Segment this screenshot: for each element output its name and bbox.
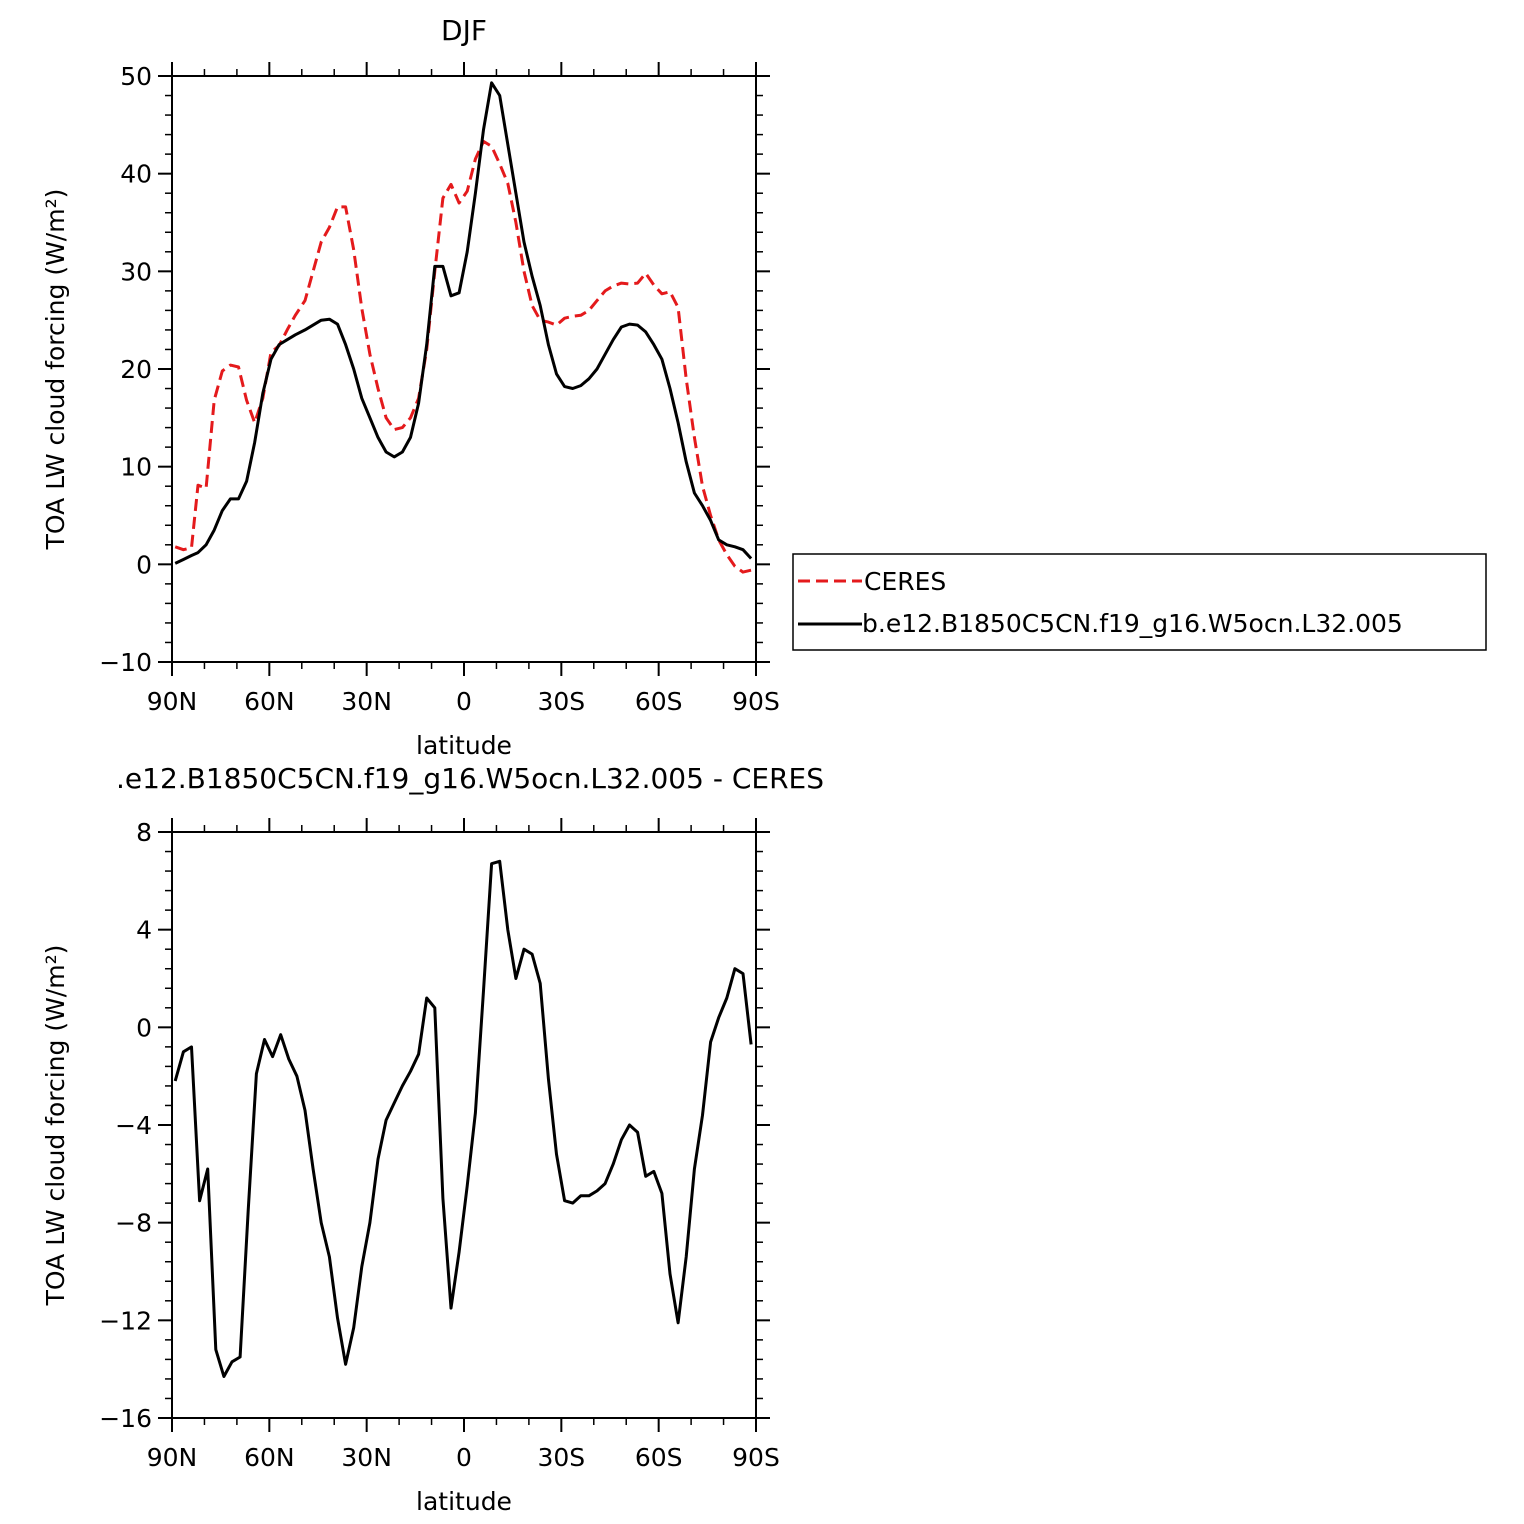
x-tick-label: 0 bbox=[456, 1443, 472, 1472]
series-line-0 bbox=[174, 139, 752, 574]
y-tick-label: 0 bbox=[136, 550, 152, 579]
x-tick-label: 30N bbox=[341, 687, 392, 716]
y-axis-label: TOA LW cloud forcing (W/m²) bbox=[41, 189, 70, 551]
y-tick-label: −16 bbox=[99, 1404, 152, 1433]
x-axis-ticks: 90N 60N 30N 0 30S 60S 90S bbox=[147, 62, 780, 716]
legend-box bbox=[792, 553, 1487, 651]
x-tick-label: 60S bbox=[635, 1443, 683, 1472]
x-tick-label: 60N bbox=[244, 1443, 295, 1472]
x-tick-label: 90N bbox=[147, 687, 198, 716]
x-tick-label: 60S bbox=[635, 687, 683, 716]
y-tick-label: −12 bbox=[99, 1306, 152, 1335]
x-axis-label: latitude bbox=[416, 731, 512, 760]
y-tick-label: 30 bbox=[120, 257, 152, 286]
bottom-panel: .e12.B1850C5CN.f19_g16.W5ocn.L32.005 - C… bbox=[41, 762, 824, 1516]
legend-label-model: b.e12.B1850C5CN.f19_g16.W5ocn.L32.005 bbox=[862, 609, 1403, 638]
y-tick-label: 0 bbox=[136, 1013, 152, 1042]
y-tick-label: 4 bbox=[136, 916, 152, 945]
series-lines bbox=[173, 859, 753, 1378]
top-panel: DJF −10 0 10 20 30 40 50 90N 60N 30N 0 30S 60S 90S l… bbox=[41, 14, 780, 760]
y-tick-label: −4 bbox=[115, 1111, 152, 1140]
x-tick-label: 30N bbox=[341, 1443, 392, 1472]
y-axis-ticks: −10 0 10 20 30 40 50 bbox=[99, 62, 770, 677]
y-tick-label: 40 bbox=[120, 160, 152, 189]
x-axis-ticks: 90N 60N 30N 0 30S 60S 90S bbox=[147, 818, 780, 1472]
y-axis-ticks: −16 −12 −8 −4 0 4 8 bbox=[99, 818, 770, 1433]
y-tick-label: 10 bbox=[120, 453, 152, 482]
legend: CERES b.e12.B1850C5CN.f19_g16.W5ocn.L32.… bbox=[792, 553, 1487, 651]
x-tick-label: 90N bbox=[147, 1443, 198, 1472]
x-tick-label: 0 bbox=[456, 687, 472, 716]
plot-frame bbox=[171, 831, 757, 1419]
series-line-0 bbox=[173, 859, 753, 1378]
y-tick-label: 50 bbox=[120, 62, 152, 91]
plot-frame bbox=[171, 75, 757, 663]
x-axis-label: latitude bbox=[416, 1487, 512, 1516]
y-axis-label: TOA LW cloud forcing (W/m²) bbox=[41, 945, 70, 1307]
series-lines bbox=[174, 81, 753, 574]
x-tick-label: 30S bbox=[537, 1443, 585, 1472]
y-tick-label: 8 bbox=[136, 818, 152, 847]
y-tick-label: −10 bbox=[99, 648, 152, 677]
series-line-1 bbox=[174, 81, 753, 565]
x-tick-label: 90S bbox=[732, 1443, 780, 1472]
chart-title: DJF bbox=[441, 14, 487, 47]
x-tick-label: 30S bbox=[537, 687, 585, 716]
x-tick-label: 90S bbox=[732, 687, 780, 716]
y-tick-label: 20 bbox=[120, 355, 152, 384]
legend-label-ceres: CERES bbox=[864, 567, 946, 596]
x-tick-label: 60N bbox=[244, 687, 295, 716]
chart-title: .e12.B1850C5CN.f19_g16.W5ocn.L32.005 - C… bbox=[116, 762, 824, 795]
y-tick-label: −8 bbox=[115, 1209, 152, 1238]
